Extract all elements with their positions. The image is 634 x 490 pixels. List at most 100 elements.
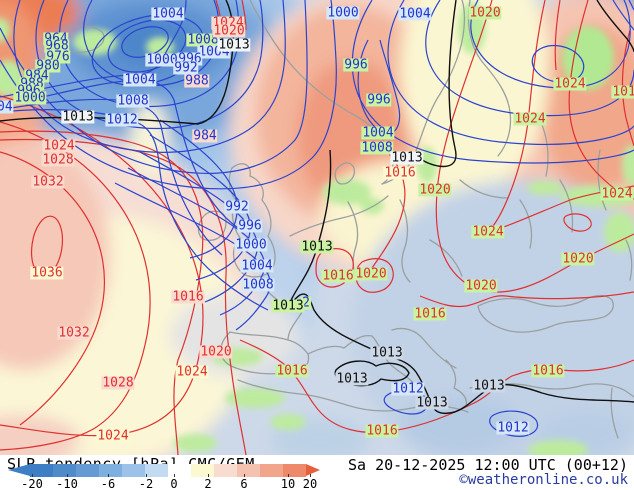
scale-tick — [67, 474, 68, 477]
pressure-label: 1008 — [186, 32, 220, 48]
pressure-label: 1004 — [398, 6, 432, 22]
scale-segment — [260, 464, 283, 477]
scale-segment — [283, 464, 306, 477]
pressure-label: 1032 — [31, 174, 65, 190]
pressure-label: 1028 — [41, 152, 75, 168]
pressure-label: 992 — [173, 60, 199, 76]
pressure-label: 1024 — [175, 364, 209, 380]
pressure-label: 1013 — [217, 37, 251, 53]
pressure-label: 1020 — [561, 251, 595, 267]
scale-segment — [191, 464, 214, 477]
pressure-label: 1013 — [390, 150, 424, 166]
scale-segment — [99, 464, 122, 477]
copyright: ©weatheronline.co.uk — [459, 472, 628, 488]
scale-tick-labels: -20 -10 -6 -2 0 2 6 10 20 — [0, 474, 340, 490]
pressure-label: 1004 — [240, 258, 274, 274]
scale-segment — [76, 464, 99, 477]
scale-segment — [122, 464, 145, 477]
scale-tick — [146, 474, 147, 477]
scale-tick — [208, 474, 209, 477]
pressure-label: 1016 — [413, 306, 447, 322]
pressure-label: 1024 — [513, 111, 547, 127]
scale-right-arrow — [306, 464, 320, 476]
pressure-label: 1016 — [171, 289, 205, 305]
scale-segment — [237, 464, 260, 477]
slp-tendency-map: 1004100010041008100410009969929889649689… — [0, 0, 634, 455]
scale-left-arrow — [8, 464, 30, 476]
pressure-label: 996 — [366, 92, 392, 108]
pressure-label: 984 — [192, 128, 218, 144]
pressure-label: 1000 — [13, 90, 47, 106]
pressure-label: 1000 — [326, 5, 360, 21]
scale-segment — [145, 464, 168, 477]
pressure-label: 996 — [343, 57, 369, 73]
pressure-label: 1020 — [464, 278, 498, 294]
pressure-label: 1024 — [553, 76, 587, 92]
pressure-label: 992 — [224, 199, 250, 215]
scale-tick — [310, 474, 311, 477]
scale-tick-label: -10 — [56, 477, 78, 490]
pressure-label: 1020 — [212, 23, 246, 39]
pressure-label: 1020 — [354, 266, 388, 282]
pressure-label: 1012 — [496, 420, 530, 436]
scale-tick-label: 6 — [240, 477, 248, 490]
pressure-label: 1016 — [365, 423, 399, 439]
scale-tick — [244, 474, 245, 477]
pressure-label: 1013 — [300, 239, 334, 255]
scale-tick — [174, 474, 175, 477]
pressure-label: 1013 — [271, 298, 305, 314]
pressure-label: 1008 — [241, 277, 275, 293]
pressure-label: 1028 — [101, 375, 135, 391]
scale-tick-label: -20 — [21, 477, 43, 490]
pressure-label: 1000 — [145, 52, 179, 68]
pressure-label: 1000 — [234, 237, 268, 253]
pressure-label: 1012 — [105, 112, 139, 128]
scale-tick — [288, 474, 289, 477]
pressure-label: 996 — [237, 218, 263, 234]
pressure-label: 1024 — [42, 138, 76, 154]
scale-tick-label: 20 — [302, 477, 318, 490]
pressure-label: 1020 — [418, 182, 452, 198]
pressure-label: 1024 — [471, 224, 505, 240]
pressure-label: 1012 — [391, 381, 425, 397]
pressure-label: 1013 — [370, 345, 404, 361]
scale-tick-label: 10 — [280, 477, 296, 490]
scale-tick-label: 2 — [204, 477, 212, 490]
scale-segment — [53, 464, 76, 477]
pressure-label: 1004 — [0, 100, 14, 114]
scale-segment — [30, 464, 53, 477]
pressure-label: 968 — [44, 38, 70, 54]
pressure-label: 1013 — [61, 109, 95, 125]
scale-tick — [32, 474, 33, 477]
scale-segment — [168, 464, 191, 477]
pressure-label: 1013 — [472, 378, 506, 394]
pressure-label: 1016 — [321, 268, 355, 284]
scale-tick-label: -2 — [138, 477, 154, 490]
scale-tick — [108, 474, 109, 477]
map-footer: SLP tendency [hPa] CMC/GEM Sa 20-12-2025… — [0, 455, 634, 490]
pressure-label: 1020 — [199, 344, 233, 360]
scale-tick-label: -6 — [100, 477, 116, 490]
pressure-label: 1013 — [335, 371, 369, 387]
pressure-label: 988 — [184, 73, 210, 89]
pressure-label: 1024 — [96, 428, 130, 444]
valid-datetime: Sa 20-12-2025 12:00 UTC (00+12) — [348, 456, 628, 474]
pressure-label: 1016 — [275, 363, 309, 379]
tendency-color-scale — [8, 464, 320, 477]
pressure-labels-layer: 1004100010041008100410009969929889649689… — [0, 5, 634, 444]
pressure-label: 1020 — [468, 5, 502, 21]
pressure-label: 1016 — [611, 85, 634, 99]
pressure-label: 1008 — [360, 140, 394, 156]
pressure-label: 1036 — [30, 265, 64, 281]
pressure-label: 1004 — [361, 125, 395, 141]
pressure-label: 980 — [35, 58, 61, 74]
pressure-label: 2 — [301, 295, 311, 311]
pressure-label: 1008 — [116, 93, 150, 109]
pressure-label: 1032 — [57, 325, 91, 341]
pressure-label: 1004 — [123, 72, 157, 88]
pressure-label: 1013 — [415, 395, 449, 411]
scale-tick-label: 0 — [170, 477, 178, 490]
pressure-label: 1024 — [600, 186, 634, 202]
pressure-label: 1016 — [531, 363, 565, 379]
